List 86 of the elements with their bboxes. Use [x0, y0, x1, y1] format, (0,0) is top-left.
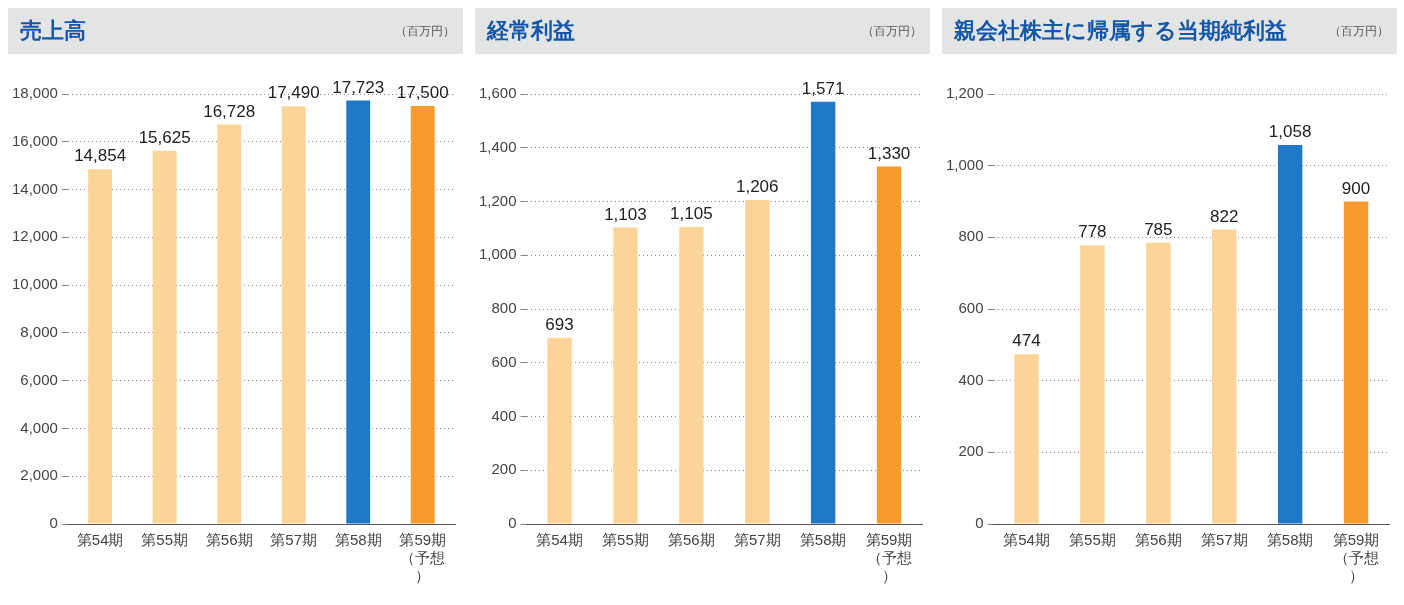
- y-tick-label: 0: [975, 514, 984, 532]
- x-tick-label: 第55期: [141, 531, 188, 549]
- data-label: 1,330: [867, 143, 911, 163]
- data-label: 474: [1012, 331, 1041, 351]
- x-tick-label: 第58期: [799, 531, 847, 549]
- bar: [88, 169, 113, 524]
- y-tick-label: 10,000: [11, 275, 58, 293]
- data-label: 1,571: [801, 78, 845, 98]
- y-tick-label: 6,000: [20, 370, 58, 388]
- data-label: 693: [545, 314, 574, 334]
- x-tick-label: 第59期（予想）: [1332, 531, 1380, 585]
- bar: [1212, 229, 1237, 524]
- data-label: 1,058: [1268, 122, 1312, 142]
- bar: [1343, 201, 1369, 524]
- data-label: 1,206: [735, 177, 779, 197]
- data-label: 14,854: [74, 146, 127, 166]
- y-tick-label: 4,000: [20, 418, 58, 436]
- data-label: 1,103: [604, 204, 647, 224]
- y-tick-label: 200: [958, 442, 984, 460]
- bar: [810, 101, 836, 524]
- bar: [613, 227, 638, 524]
- bar: [346, 100, 371, 524]
- y-tick-label: 600: [958, 299, 984, 317]
- y-tick-label: 1,400: [478, 137, 517, 155]
- x-tick-label: 第56期: [205, 531, 253, 549]
- chart-title: 親会社株主に帰属する当期純利益: [954, 17, 1287, 45]
- y-tick-label: 1,200: [945, 84, 984, 102]
- data-label: 17,490: [267, 83, 320, 103]
- data-label: 16,728: [203, 101, 256, 121]
- bar: [1146, 242, 1171, 524]
- x-tick-label: 第54期: [536, 531, 583, 549]
- data-label: 785: [1144, 219, 1173, 239]
- y-tick-label: 18,000: [11, 84, 58, 102]
- data-label: 822: [1210, 206, 1239, 226]
- bar: [1080, 245, 1105, 524]
- y-tick-label: 800: [958, 227, 984, 245]
- y-tick-label: 0: [49, 514, 58, 532]
- bar: [547, 337, 572, 524]
- chart-title: 売上高: [20, 17, 86, 45]
- y-tick-label: 1,600: [478, 84, 517, 102]
- x-tick-label: 第58期: [1266, 531, 1314, 549]
- chart-title: 経常利益: [487, 17, 575, 45]
- bar: [679, 227, 704, 524]
- x-tick-label: 第57期: [733, 531, 781, 549]
- bar: [1014, 354, 1039, 524]
- y-tick-label: 1,000: [945, 155, 984, 173]
- x-tick-label: 第55期: [1069, 531, 1116, 549]
- x-tick-label: 第55期: [602, 531, 649, 549]
- y-tick-label: 200: [491, 460, 517, 478]
- x-tick-label: 第54期: [1003, 531, 1050, 549]
- y-tick-label: 2,000: [20, 466, 58, 484]
- data-label: 778: [1078, 222, 1107, 242]
- bar: [876, 166, 902, 524]
- x-tick-label: 第54期: [76, 531, 124, 549]
- bar: [281, 106, 306, 524]
- chart-subtitle: （百万円）: [862, 22, 922, 40]
- y-tick-label: 600: [491, 352, 517, 370]
- data-label: 900: [1341, 178, 1371, 198]
- y-tick-label: 8,000: [20, 323, 58, 341]
- chart-subtitle: （百万円）: [395, 22, 455, 40]
- y-tick-label: 400: [958, 370, 984, 388]
- x-tick-label: 第56期: [1134, 531, 1182, 549]
- data-label: 15,625: [138, 127, 191, 147]
- x-tick-label: 第56期: [667, 531, 715, 549]
- chart-subtitle: （百万円）: [1329, 22, 1389, 40]
- y-tick-label: 0: [508, 514, 517, 532]
- bar: [1277, 144, 1303, 524]
- y-tick-label: 1,200: [478, 191, 517, 209]
- y-tick-label: 12,000: [11, 227, 58, 245]
- x-tick-label: 第58期: [334, 531, 382, 549]
- x-tick-label: 第57期: [1200, 531, 1248, 549]
- y-tick-label: 14,000: [11, 179, 58, 197]
- data-label: 17,723: [332, 77, 385, 97]
- y-tick-label: 1,000: [478, 245, 517, 263]
- data-label: 1,105: [670, 204, 713, 224]
- x-tick-label: 第59期（予想）: [399, 531, 447, 585]
- x-tick-label: 第59期（予想）: [865, 531, 913, 585]
- y-tick-label: 800: [491, 299, 517, 317]
- bar: [745, 199, 770, 524]
- y-tick-label: 400: [491, 406, 517, 424]
- data-label: 17,500: [396, 83, 449, 103]
- y-tick-label: 16,000: [11, 131, 58, 149]
- x-tick-label: 第57期: [270, 531, 318, 549]
- bar: [217, 124, 242, 524]
- bar: [152, 150, 177, 524]
- bar: [410, 105, 435, 524]
